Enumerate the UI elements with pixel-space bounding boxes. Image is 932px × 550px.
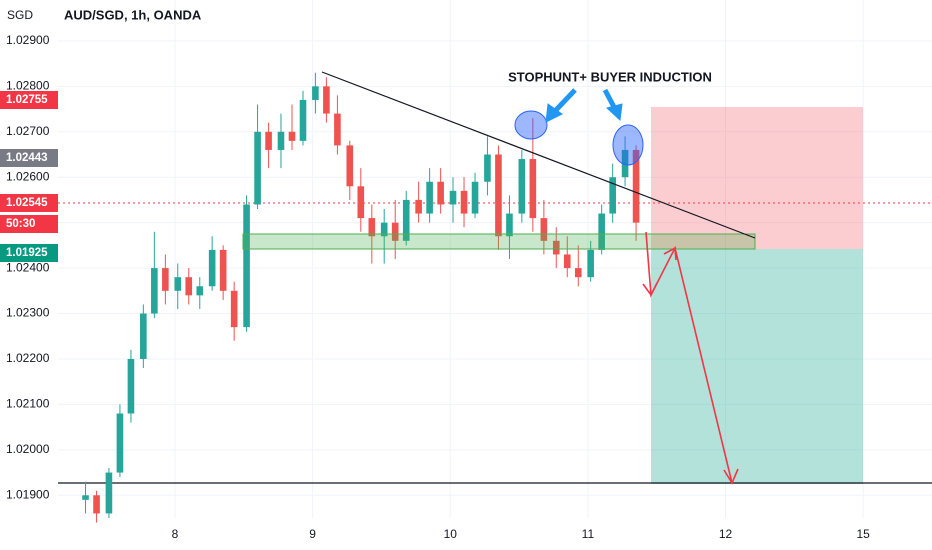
candle-body bbox=[598, 213, 605, 250]
price-tag-bg bbox=[0, 149, 58, 167]
candle-body bbox=[127, 358, 135, 414]
candle-body bbox=[219, 249, 227, 291]
candle-body bbox=[105, 472, 113, 514]
target-zone bbox=[651, 249, 863, 484]
price-tag-bg bbox=[0, 91, 58, 109]
candle-body bbox=[506, 213, 513, 237]
price-tags: 1.02755 1.02443 1.02545 50:30 1.01925 bbox=[0, 91, 58, 262]
candles bbox=[82, 72, 640, 523]
candle-body bbox=[563, 254, 571, 269]
axis-labels: 1.029001.028001.027001.026001.025001.024… bbox=[6, 33, 870, 541]
candle-body bbox=[460, 190, 468, 214]
candle-body bbox=[288, 131, 296, 141]
y-tick-label: 1.02900 bbox=[6, 33, 50, 47]
price-tag: 1.02545 bbox=[6, 197, 48, 209]
x-tick-label: 9 bbox=[309, 527, 316, 541]
candle-body bbox=[196, 286, 204, 296]
y-tick-label: 1.02700 bbox=[6, 124, 50, 138]
candle-body bbox=[185, 277, 193, 296]
candle-body bbox=[380, 222, 388, 237]
annotation: STOPHUNT+ BUYER INDUCTION bbox=[508, 69, 712, 84]
trendline bbox=[321, 71, 756, 239]
candle-body bbox=[449, 190, 457, 205]
x-tick-label: 10 bbox=[444, 527, 458, 541]
candle-body bbox=[426, 181, 433, 214]
candle-body bbox=[495, 154, 502, 237]
candle-body bbox=[265, 131, 272, 150]
candle-body bbox=[574, 268, 582, 278]
candle-body bbox=[609, 177, 616, 214]
y-tick-label: 1.02600 bbox=[6, 169, 50, 183]
candle-body bbox=[402, 199, 410, 241]
candle-body bbox=[277, 131, 285, 150]
candle-body bbox=[632, 149, 640, 223]
price-tag: 1.01925 bbox=[6, 247, 48, 259]
price-tag: 1.02443 bbox=[6, 152, 48, 164]
price-tag-bg bbox=[0, 194, 58, 212]
candle-body bbox=[368, 218, 376, 237]
candle-body bbox=[437, 181, 444, 205]
candle-body bbox=[518, 159, 526, 214]
currency-label: SGD bbox=[7, 8, 33, 22]
candle-body bbox=[529, 159, 537, 219]
candle-body bbox=[82, 495, 89, 500]
x-tick-label: 12 bbox=[719, 527, 733, 541]
candle-body bbox=[471, 181, 479, 214]
candle-body bbox=[312, 86, 319, 100]
price-tag-bg bbox=[0, 244, 58, 262]
highlight-ellipse bbox=[612, 124, 644, 166]
candle-body bbox=[391, 222, 399, 241]
highlight-ellipse bbox=[514, 110, 548, 140]
candle-body bbox=[140, 313, 147, 359]
candle-body bbox=[484, 154, 491, 182]
candle-body bbox=[299, 99, 307, 141]
candle-body bbox=[323, 86, 330, 114]
candle-body bbox=[230, 290, 238, 328]
y-tick-label: 1.02300 bbox=[6, 306, 50, 320]
candle-body bbox=[357, 186, 365, 219]
candle-body bbox=[346, 145, 354, 187]
y-tick-label: 1.02100 bbox=[6, 397, 50, 411]
y-tick-label: 1.02400 bbox=[6, 260, 50, 274]
candle-body bbox=[334, 113, 341, 146]
y-tick-label: 1.02200 bbox=[6, 351, 50, 365]
candle-body bbox=[116, 413, 124, 473]
y-tick-label: 1.01900 bbox=[6, 487, 50, 501]
candle-body bbox=[93, 495, 100, 514]
candle-body bbox=[162, 268, 169, 291]
candle-body bbox=[540, 218, 548, 241]
candle-body bbox=[415, 199, 422, 214]
annotation-arrows bbox=[545, 88, 623, 123]
candle-body bbox=[208, 249, 216, 287]
candle-body bbox=[243, 204, 250, 328]
chart-title: AUD/SGD, 1h, OANDA bbox=[64, 7, 202, 22]
support-zone bbox=[242, 233, 756, 250]
candle-body bbox=[552, 240, 560, 255]
x-tick-label: 11 bbox=[582, 527, 595, 541]
candle-body bbox=[621, 149, 629, 178]
price-tag-bg bbox=[0, 215, 58, 233]
candle-body bbox=[174, 277, 182, 291]
y-tick-label: 1.02800 bbox=[6, 79, 50, 93]
candle-body bbox=[151, 268, 158, 314]
y-tick-label: 1.02000 bbox=[6, 442, 50, 456]
stop-zone bbox=[651, 107, 863, 249]
x-tick-label: 15 bbox=[857, 527, 871, 541]
price-tag: 50:30 bbox=[6, 218, 35, 230]
projection-arrows bbox=[642, 231, 739, 485]
candle-body bbox=[587, 249, 594, 278]
price-tag: 1.02755 bbox=[6, 94, 48, 106]
x-tick-label: 8 bbox=[172, 527, 179, 541]
candle-body bbox=[254, 131, 261, 205]
